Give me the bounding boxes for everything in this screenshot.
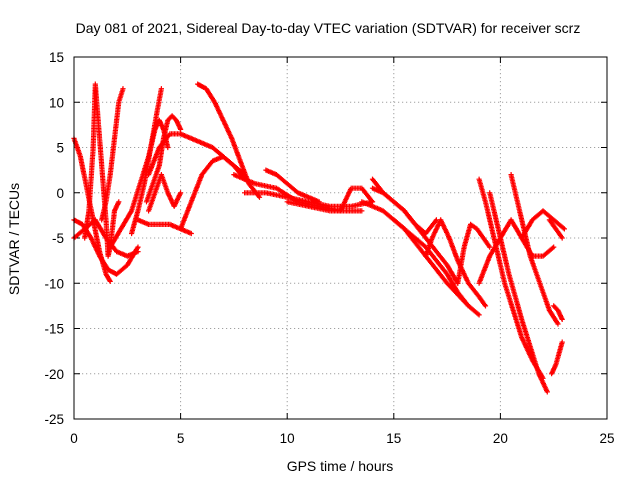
data-point-markers xyxy=(391,217,471,309)
x-tick-label: 0 xyxy=(70,431,78,446)
data-point-markers xyxy=(107,117,171,250)
series-arc-6 xyxy=(107,117,171,250)
data-point-markers xyxy=(455,221,493,286)
series-arc-28 xyxy=(519,208,567,241)
data-point-markers xyxy=(508,172,561,327)
data-point-markers xyxy=(546,217,565,241)
y-tick-label: 5 xyxy=(56,141,64,156)
y-tick-label: 15 xyxy=(49,50,64,65)
x-tick-label: 20 xyxy=(493,431,508,446)
data-point-markers xyxy=(549,339,565,377)
series-arc-21 xyxy=(391,217,471,309)
data-point-markers xyxy=(476,217,557,286)
chart-title: Day 081 of 2021, Sidereal Day-to-day VTE… xyxy=(76,20,581,36)
series-arc-12 xyxy=(178,154,248,232)
series-arc-7 xyxy=(129,86,164,237)
y-tick-label: -25 xyxy=(44,412,64,427)
data-point-markers xyxy=(369,185,439,237)
plot-frame xyxy=(73,56,608,420)
data-point-markers xyxy=(129,86,164,237)
series-arc-20 xyxy=(369,185,439,237)
series-arc-9 xyxy=(146,172,184,214)
tick-labels: 0 5 10 15 20 25 -25 -20 -15 -10 -5 0 5 10 15 xyxy=(44,50,614,446)
data-point-markers xyxy=(146,172,184,214)
data-point-markers xyxy=(195,81,263,200)
data-point-markers xyxy=(263,167,322,205)
series-arc-17 xyxy=(284,185,376,214)
data-point-markers xyxy=(519,208,567,241)
y-axis-label: SDTVAR / TECUs xyxy=(6,183,22,295)
data-points xyxy=(71,81,567,395)
series-arc-29 xyxy=(546,217,565,241)
series-arc-13 xyxy=(195,81,263,200)
y-tick-label: 0 xyxy=(56,186,64,201)
series-arc-5 xyxy=(99,86,126,223)
x-tick-label: 15 xyxy=(386,431,401,446)
x-tick-label: 25 xyxy=(599,431,614,446)
series-arc-15 xyxy=(263,167,322,205)
series-arc-26 xyxy=(476,217,557,286)
series-arc-27 xyxy=(508,172,561,327)
data-point-markers xyxy=(551,303,565,322)
x-axis-label: GPS time / hours xyxy=(287,458,394,474)
x-tick-label: 5 xyxy=(177,431,185,446)
y-tick-label: -5 xyxy=(52,231,64,246)
series-arc-30 xyxy=(551,303,565,322)
y-tick-label: 10 xyxy=(49,95,64,110)
series-arc-31 xyxy=(549,339,565,377)
data-point-markers xyxy=(178,154,248,232)
series-arc-23 xyxy=(455,221,493,286)
data-point-markers xyxy=(284,185,376,214)
y-tick-label: -10 xyxy=(44,276,64,291)
x-tick-label: 10 xyxy=(280,431,295,446)
y-tick-label: -20 xyxy=(44,367,64,382)
data-point-markers xyxy=(99,86,126,223)
y-tick-label: -15 xyxy=(44,322,64,337)
